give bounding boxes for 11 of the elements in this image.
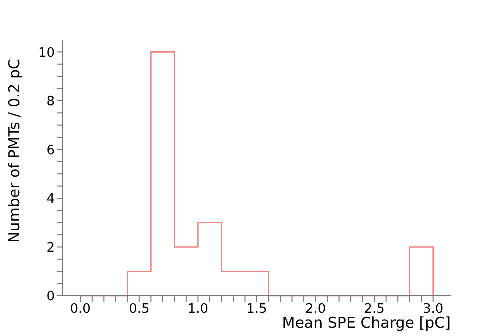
x-tick-label: 0.5 (129, 302, 150, 318)
y-tick-label: 2 (46, 240, 55, 256)
x-tick-label: 1.0 (188, 302, 209, 318)
y-tick-label: 6 (46, 143, 55, 158)
y-tick-label: 8 (46, 94, 55, 110)
x-tick-label: 0.0 (70, 302, 91, 318)
y-tick-label: 0 (46, 290, 55, 305)
y-tick-label: 4 (46, 192, 55, 208)
y-axis-title: Number of PMTs / 0.2 pC (5, 59, 24, 243)
x-tick-label: 1.5 (246, 302, 268, 318)
y-tick-label: 10 (38, 46, 55, 61)
